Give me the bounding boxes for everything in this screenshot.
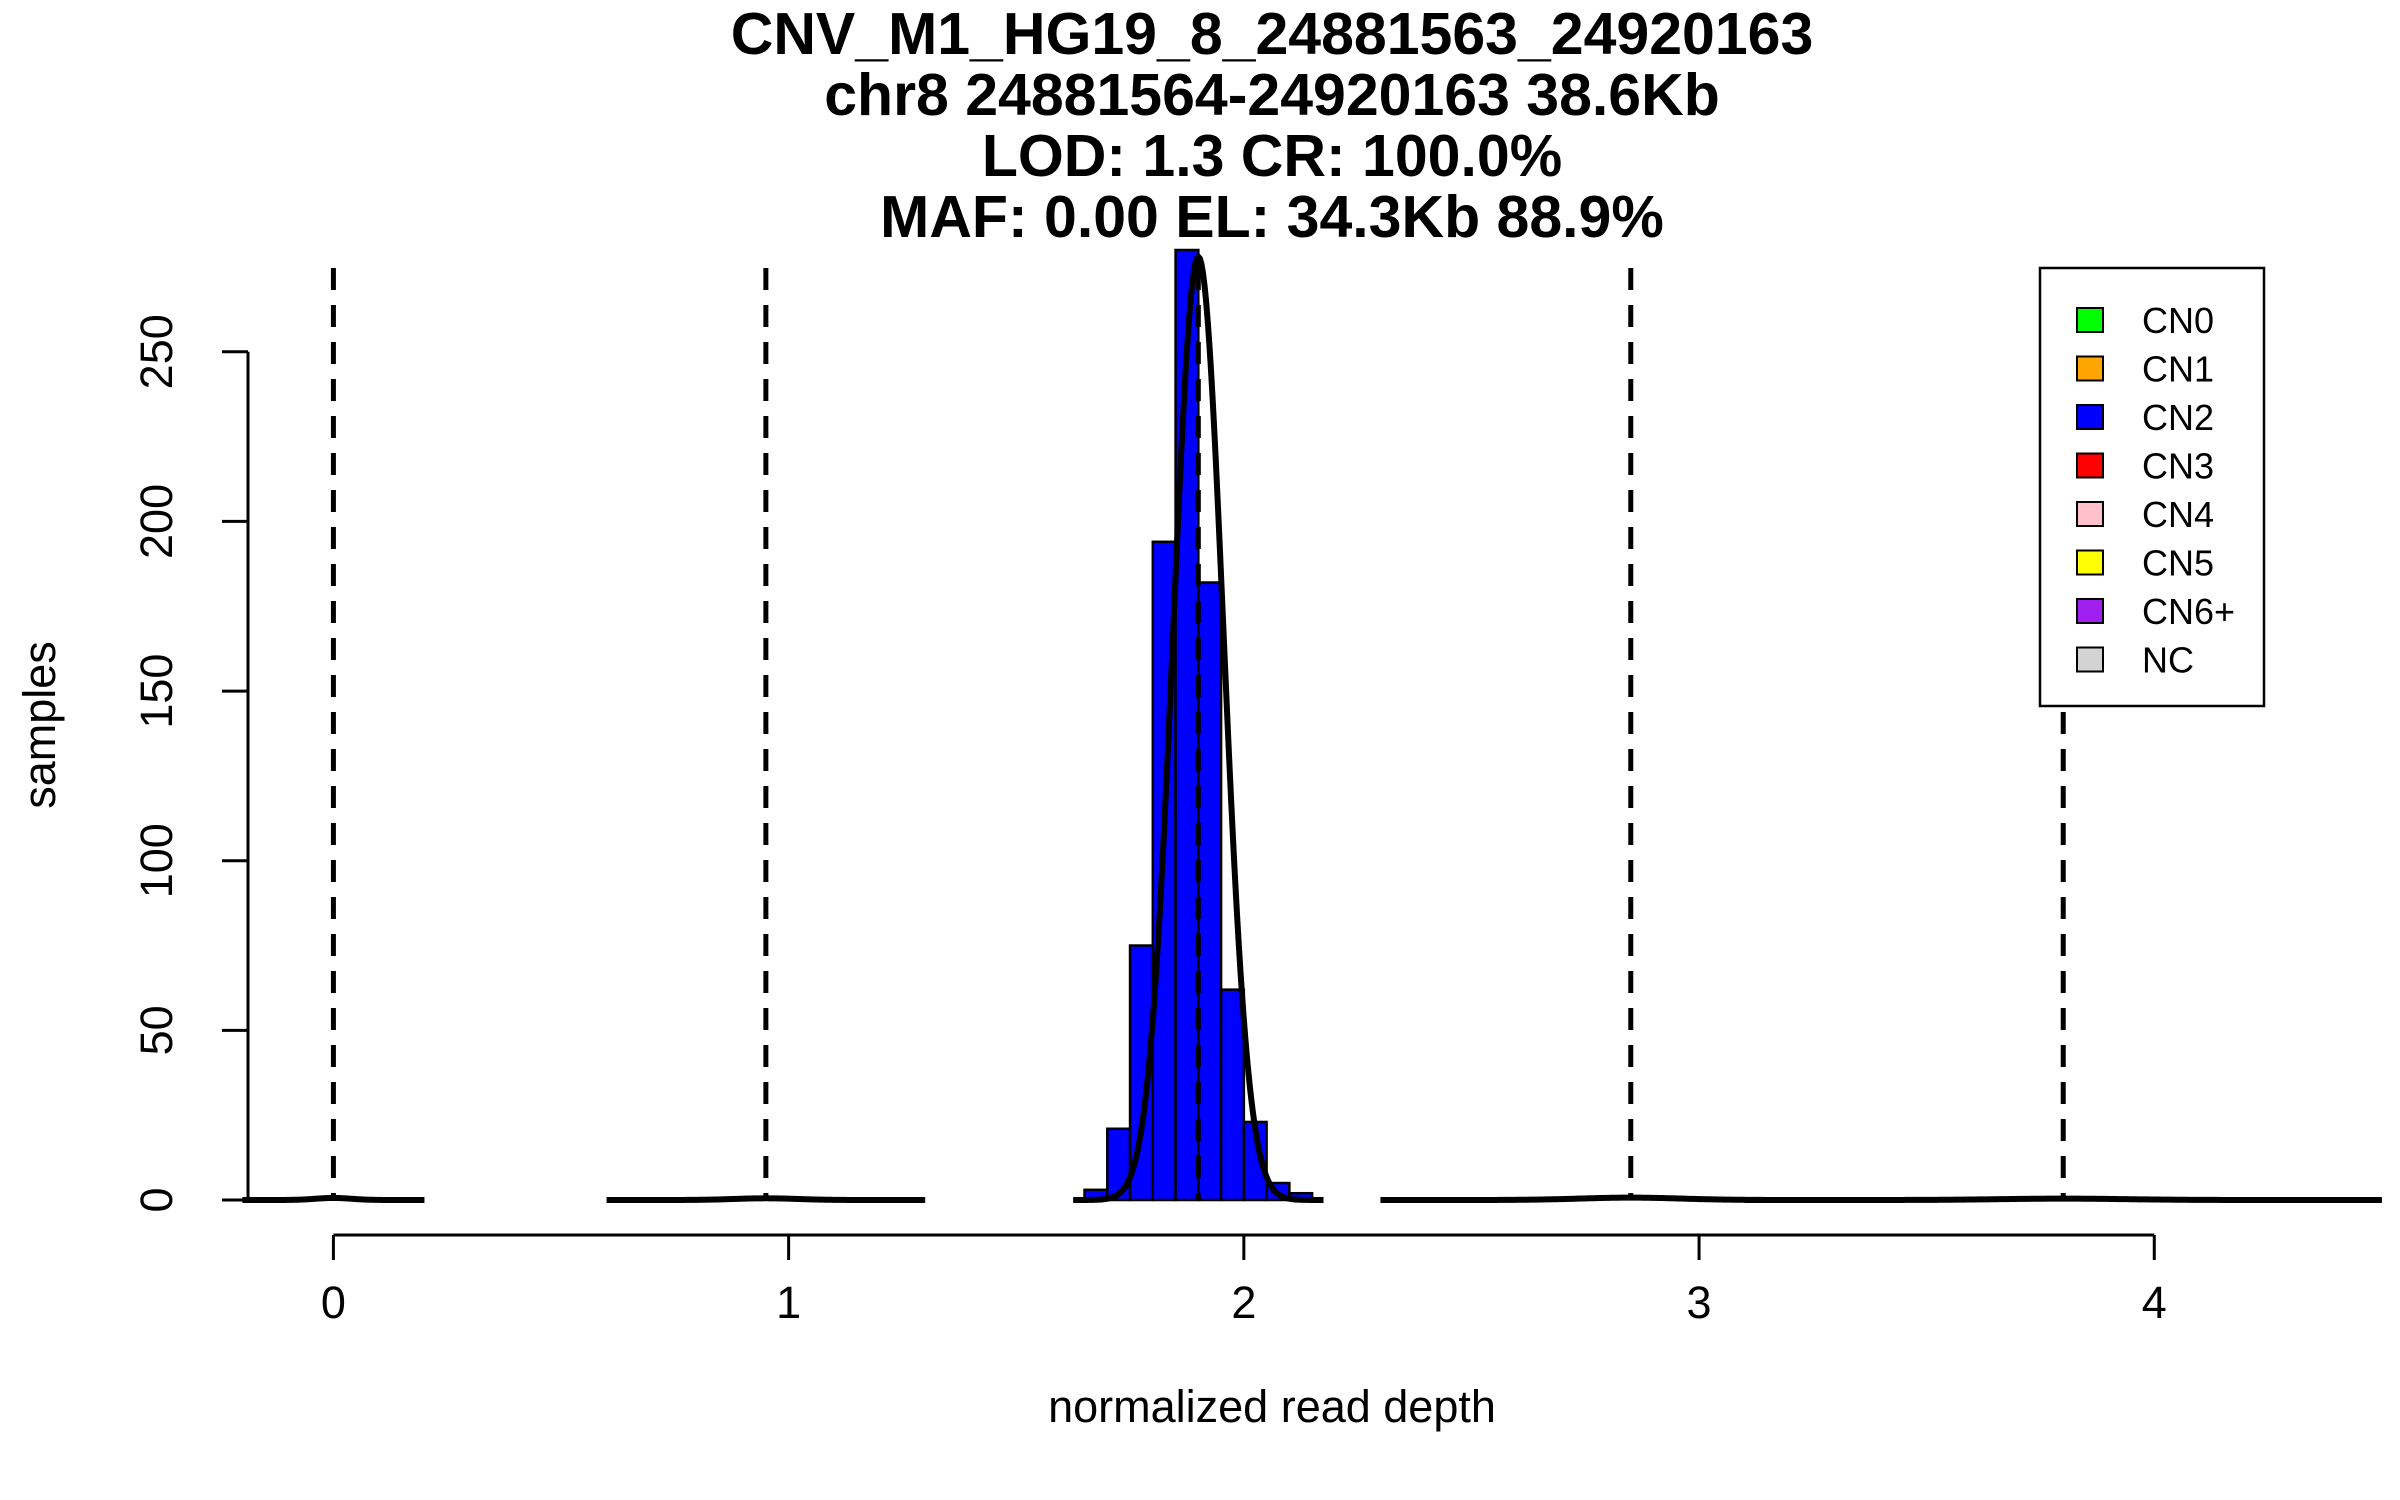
y-tick-label: 200: [131, 484, 182, 559]
x-axis: 0 1 2 3 4: [321, 1233, 2167, 1328]
chart-title: CNV_M1_HG19_8_24881563_24920163 chr8 248…: [731, 1, 1814, 250]
title-line-1: CNV_M1_HG19_8_24881563_24920163: [731, 1, 1814, 67]
legend-item: CN4: [2076, 494, 2214, 535]
legend-item: NC: [2076, 640, 2194, 681]
x-axis-label: normalized read depth: [1048, 1381, 1496, 1432]
legend-label: CN6+: [2142, 591, 2235, 632]
title-line-4: MAF: 0.00 EL: 34.3Kb 88.9%: [880, 184, 1664, 250]
legend-item: CN1: [2076, 349, 2214, 390]
legend-label: CN3: [2142, 446, 2214, 487]
histogram-bar: [1219, 988, 1246, 1202]
legend-label: CN0: [2142, 300, 2214, 341]
title-line-3: LOD: 1.3 CR: 100.0%: [982, 123, 1562, 189]
legend-swatch: [2076, 646, 2104, 673]
legend-swatch: [2076, 404, 2104, 430]
density-curve: [1073, 252, 1324, 1203]
legend-item: CN2: [2076, 397, 2214, 438]
legend-label: CN1: [2142, 349, 2214, 390]
y-tick-label: 0: [131, 1187, 182, 1212]
x-tick-label: 0: [321, 1277, 346, 1328]
y-axis-label: samples: [14, 641, 65, 809]
legend-swatch: [2076, 598, 2104, 624]
legend-label: CN4: [2142, 494, 2214, 535]
legend-swatch: [2076, 307, 2104, 333]
y-axis: 0 50 100 150 200 250: [131, 314, 250, 1213]
y-tick-label: 50: [131, 1005, 182, 1055]
legend-swatch: [2076, 549, 2104, 576]
histogram-bar: [1197, 581, 1223, 1202]
legend: CN0 CN1 CN2 CN3 CN4 CN5 CN6+ NC: [2038, 266, 2266, 708]
legend-label: CN5: [2142, 543, 2214, 584]
x-tick-label: 4: [2142, 1277, 2167, 1328]
legend-label: CN2: [2142, 397, 2214, 438]
legend-swatch: [2076, 452, 2104, 479]
x-tick-label: 3: [1687, 1277, 1712, 1328]
legend-box: [2038, 266, 2266, 708]
y-tick-label: 250: [131, 314, 182, 389]
title-line-2: chr8 24881564-24920163 38.6Kb: [824, 62, 1720, 128]
legend-item: CN0: [2076, 300, 2214, 341]
legend-item: CN3: [2076, 446, 2214, 487]
x-tick-label: 1: [776, 1277, 801, 1328]
legend-swatch: [2076, 355, 2104, 382]
x-tick-label: 2: [1231, 1277, 1256, 1328]
y-tick-label: 100: [131, 823, 182, 898]
y-tick-label: 150: [131, 654, 182, 729]
legend-item: CN5: [2076, 543, 2214, 584]
legend-swatch: [2076, 501, 2104, 527]
legend-item: CN6+: [2076, 591, 2235, 632]
legend-label: NC: [2142, 640, 2194, 681]
